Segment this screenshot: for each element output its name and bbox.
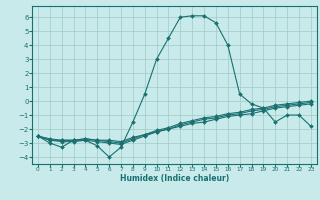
X-axis label: Humidex (Indice chaleur): Humidex (Indice chaleur): [120, 174, 229, 183]
